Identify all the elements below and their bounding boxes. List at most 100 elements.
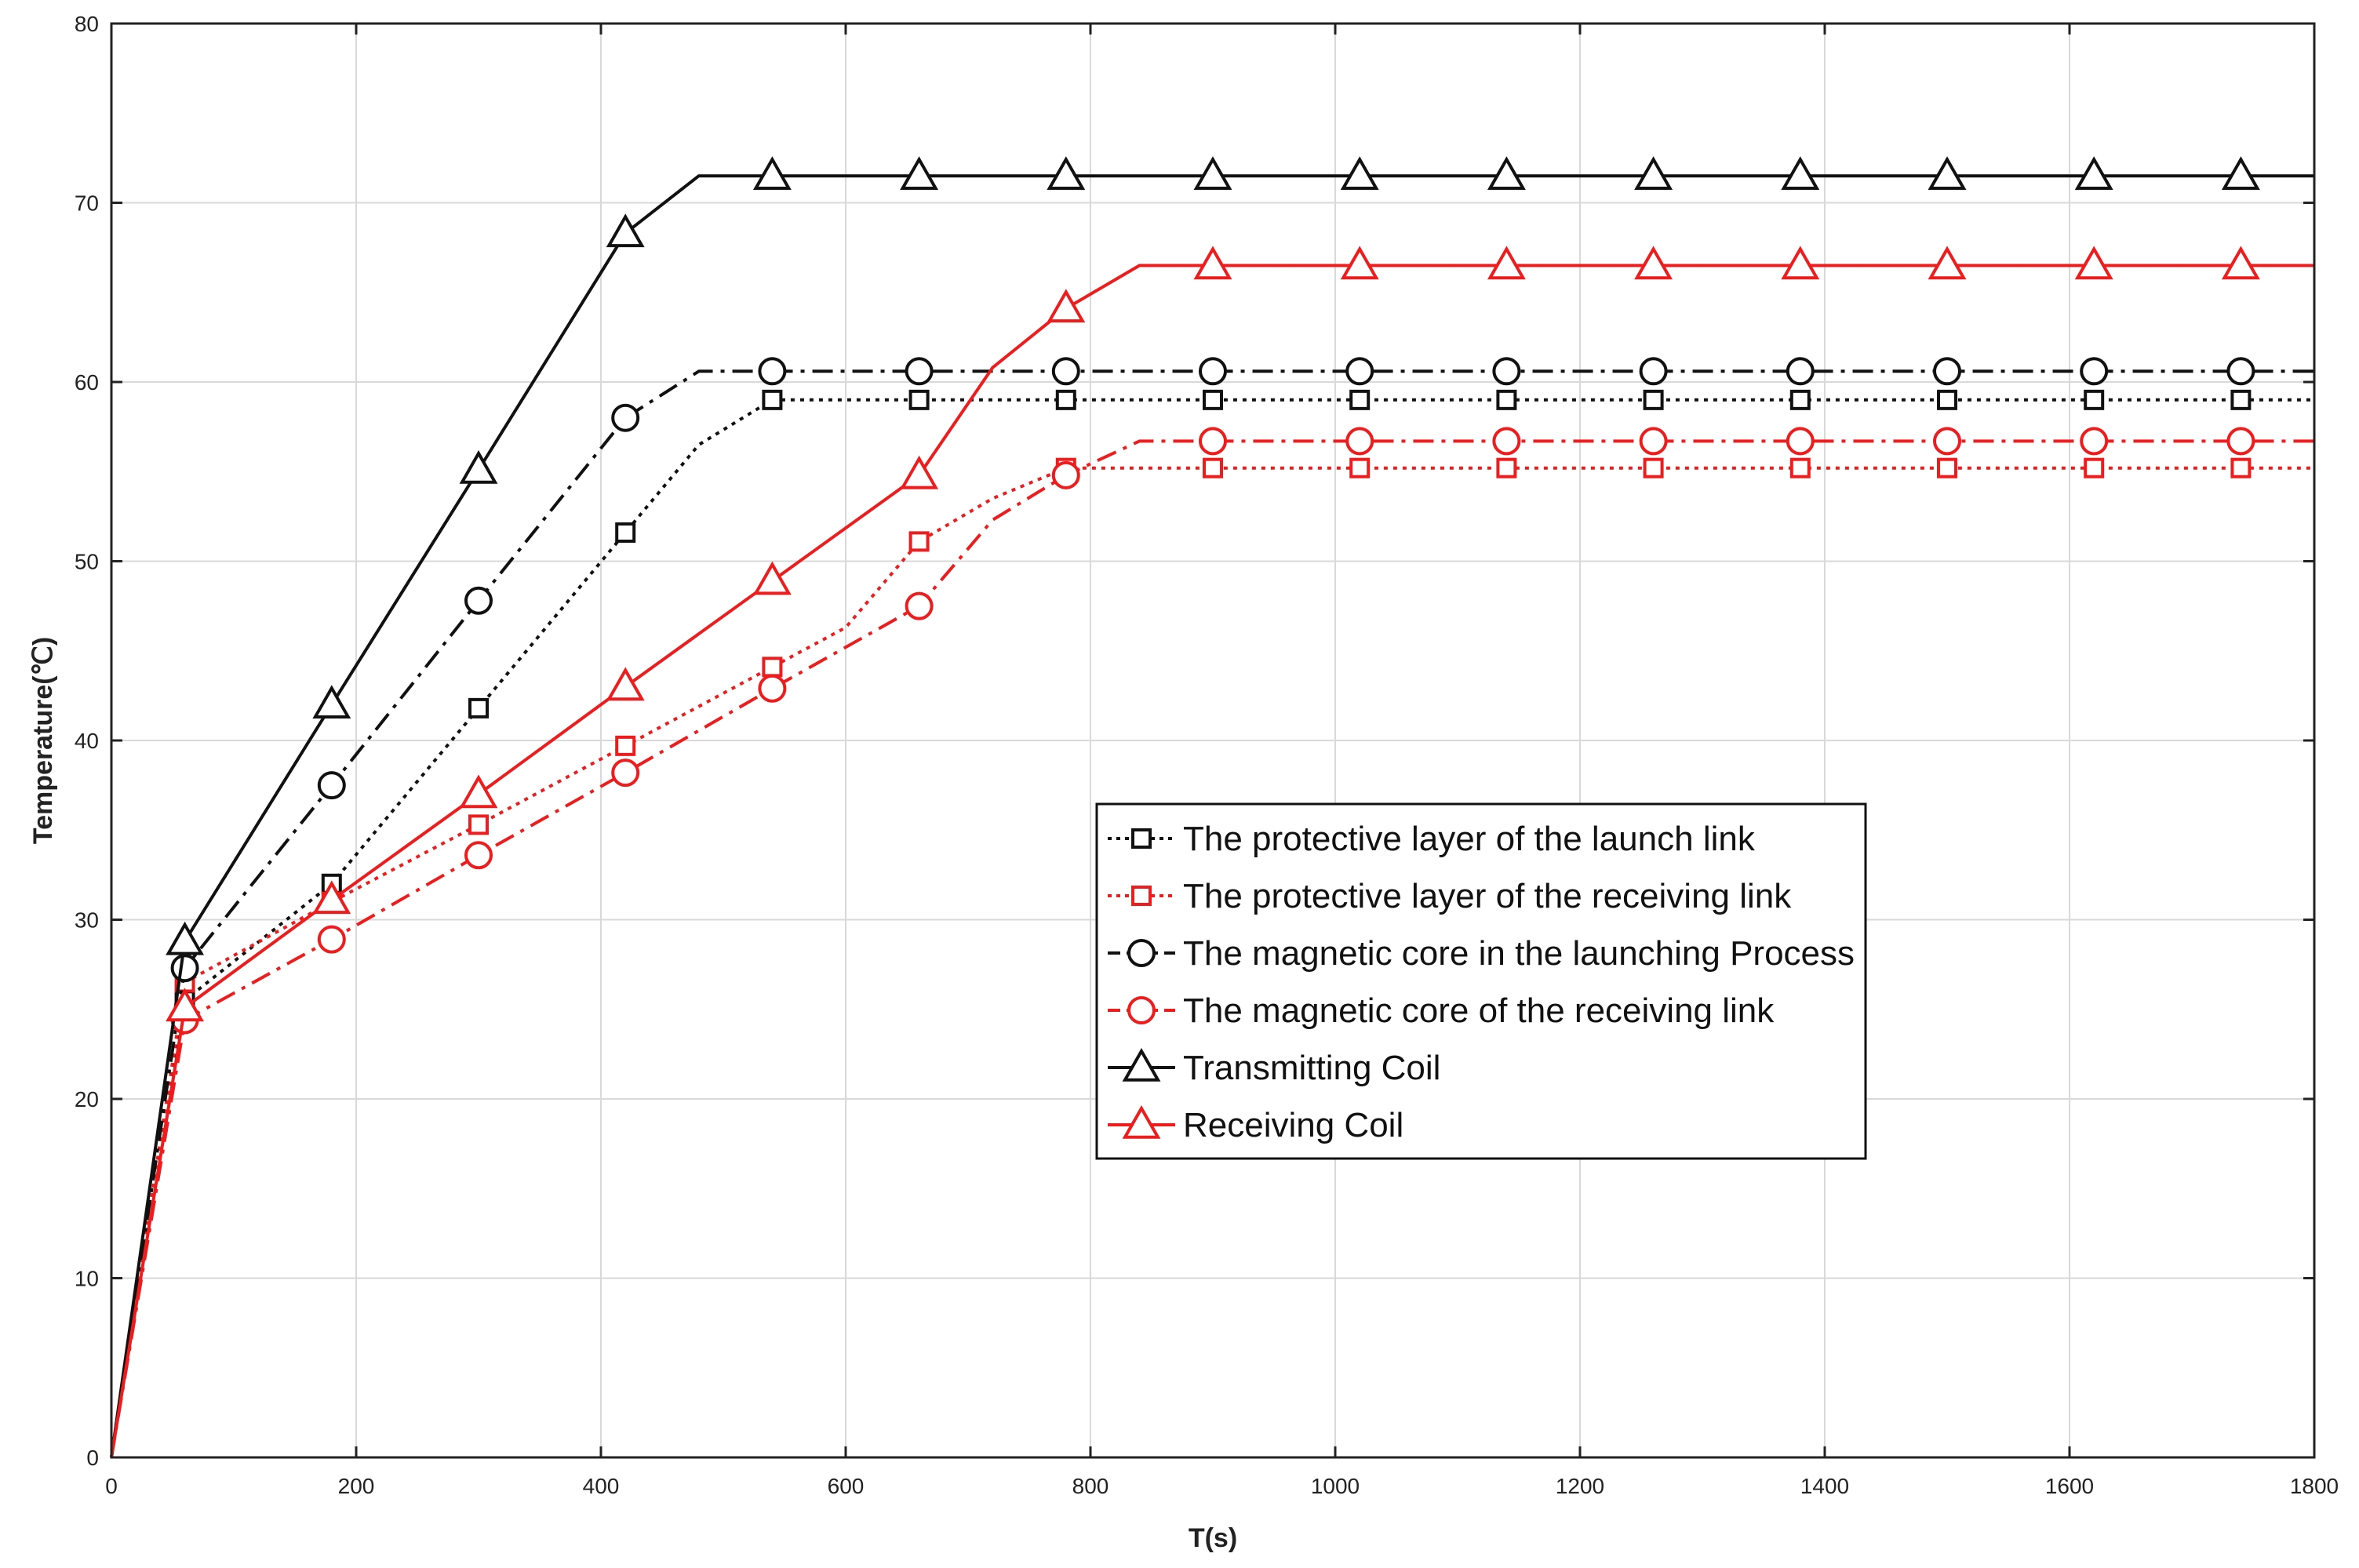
y-tick-label: 40	[75, 729, 99, 753]
y-tick-label: 10	[75, 1267, 99, 1291]
data-point-marker	[615, 735, 636, 756]
x-tick-label: 600	[828, 1474, 865, 1498]
data-point-marker	[758, 357, 787, 386]
data-point-marker	[762, 657, 783, 678]
data-point-marker	[1634, 246, 1673, 280]
data-point-marker	[312, 685, 351, 719]
data-point-marker	[317, 925, 346, 954]
data-point-marker	[459, 449, 498, 484]
data-point-marker	[1193, 246, 1232, 280]
data-point-marker	[464, 586, 493, 615]
x-tick-label: 1200	[1556, 1474, 1604, 1498]
data-point-marker	[905, 357, 934, 386]
data-point-marker	[1786, 427, 1815, 456]
legend-entry: The magnetic core in the launching Proce…	[1108, 934, 1855, 973]
legend-marker	[1131, 886, 1152, 906]
data-point-marker	[1643, 389, 1664, 410]
data-point-marker	[2074, 246, 2113, 280]
data-point-marker	[1345, 357, 1374, 386]
y-tick-label: 60	[75, 370, 99, 395]
series-2	[110, 457, 2314, 1458]
data-point-marker	[1937, 457, 1957, 478]
legend-label: Receiving Coil	[1183, 1106, 1403, 1144]
data-point-marker	[1349, 389, 1371, 410]
x-axis-title: T(s)	[1189, 1523, 1237, 1553]
data-point-marker	[905, 591, 934, 620]
legend-label: The magnetic core of the receiving link	[1183, 991, 1775, 1030]
data-point-marker	[166, 921, 205, 955]
data-point-marker	[1199, 357, 1227, 386]
data-point-marker	[1203, 389, 1223, 410]
data-point-marker	[1345, 427, 1374, 456]
data-point-marker	[2084, 457, 2105, 478]
data-point-marker	[1340, 246, 1379, 280]
data-point-marker	[2221, 156, 2260, 190]
data-point-marker	[1634, 156, 1673, 190]
series-line	[110, 466, 2314, 1458]
legend-marker	[1127, 939, 1156, 967]
data-point-marker	[468, 697, 489, 719]
data-point-marker	[1487, 246, 1526, 280]
legend-marker	[1122, 1104, 1161, 1139]
legend-entry: Transmitting Coil	[1108, 1047, 1440, 1087]
x-tick-label: 0	[105, 1474, 118, 1498]
data-point-marker	[317, 771, 346, 800]
x-tick-label: 800	[1072, 1474, 1109, 1498]
series-5	[110, 156, 2314, 1458]
data-point-marker	[170, 954, 199, 983]
x-tick-label: 200	[338, 1474, 375, 1498]
legend-label: The protective layer of the receiving li…	[1183, 877, 1792, 915]
data-point-marker	[1781, 246, 1820, 280]
data-point-marker	[1639, 427, 1668, 456]
data-point-marker	[459, 774, 498, 809]
data-point-marker	[752, 561, 792, 595]
data-point-marker	[464, 841, 493, 870]
data-point-marker	[2080, 427, 2109, 456]
data-point-marker	[1047, 156, 1086, 190]
legend-marker	[1122, 1047, 1161, 1082]
data-point-marker	[468, 814, 489, 835]
data-point-marker	[312, 880, 351, 915]
y-tick-label: 30	[75, 908, 99, 933]
data-point-marker	[1789, 389, 1811, 410]
data-point-marker	[762, 389, 783, 410]
legend-entry: The magnetic core of the receiving link	[1108, 991, 1775, 1030]
data-point-marker	[1643, 457, 1664, 478]
series-line	[110, 174, 2314, 1458]
y-tick-label: 70	[75, 191, 99, 216]
x-tick-label: 1600	[2045, 1474, 2094, 1498]
data-point-marker	[2230, 389, 2252, 410]
data-point-marker	[1928, 156, 1967, 190]
legend-box	[1095, 802, 1867, 1160]
series-group	[110, 156, 2314, 1458]
data-point-marker	[1492, 427, 1521, 456]
data-point-marker	[2230, 457, 2252, 478]
data-point-marker	[908, 389, 930, 410]
data-point-marker	[900, 455, 939, 489]
series-line	[110, 369, 2314, 1458]
data-point-marker	[1055, 389, 1076, 410]
data-point-marker	[1199, 427, 1227, 456]
data-point-marker	[2074, 156, 2113, 190]
data-point-marker	[606, 667, 645, 701]
legend-entry: The protective layer of the launch link	[1108, 820, 1756, 858]
data-point-marker	[1203, 457, 1223, 478]
y-tick-label: 20	[75, 1087, 99, 1111]
legend-label: The protective layer of the launch link	[1183, 820, 1756, 858]
data-point-marker	[1786, 357, 1815, 386]
y-tick-label: 80	[75, 12, 99, 36]
legend-marker	[1131, 828, 1152, 849]
y-tick-label: 50	[75, 550, 99, 574]
data-point-marker	[1047, 289, 1086, 323]
legend-entry: The protective layer of the receiving li…	[1108, 877, 1792, 915]
data-point-marker	[1781, 156, 1820, 190]
series-6	[110, 246, 2314, 1458]
data-point-marker	[1340, 156, 1379, 190]
x-tick-label: 1000	[1311, 1474, 1360, 1498]
y-axis-title: Temperature(℃)	[28, 637, 58, 844]
series-3	[110, 357, 2314, 1458]
legend-label: The magnetic core in the launching Proce…	[1183, 934, 1855, 973]
data-point-marker	[166, 988, 205, 1022]
data-point-marker	[1492, 357, 1521, 386]
